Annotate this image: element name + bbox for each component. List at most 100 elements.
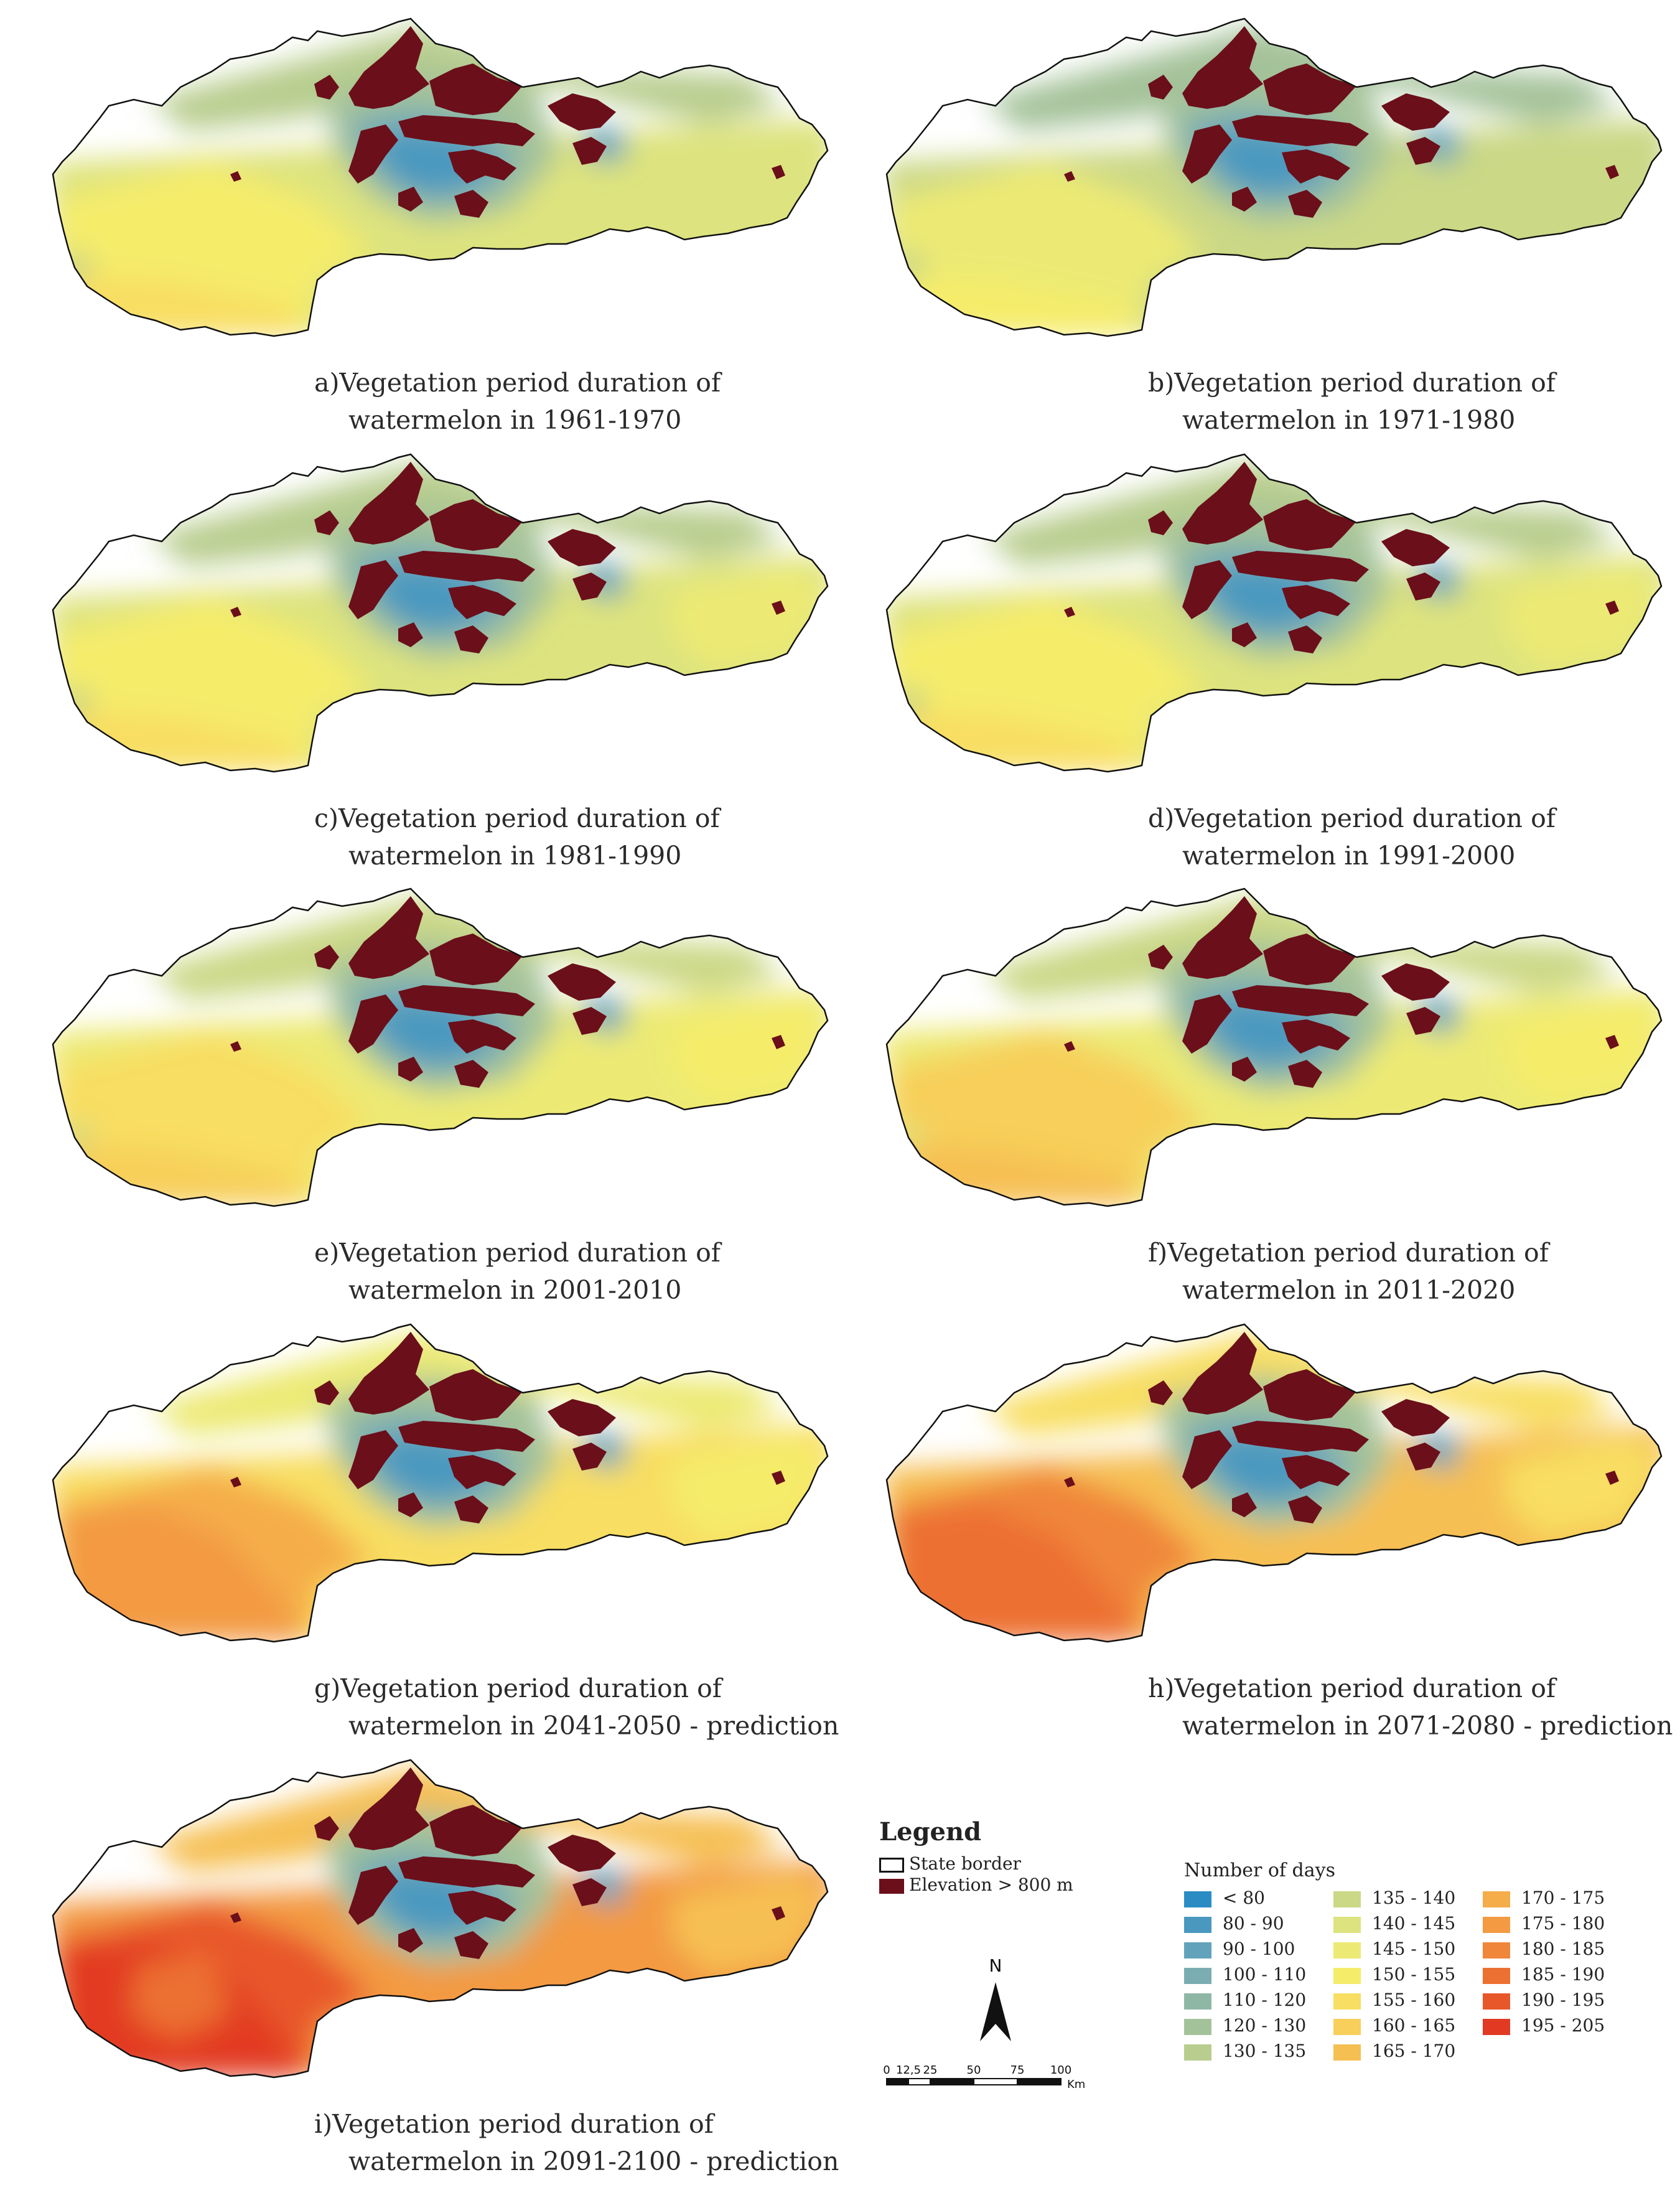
class-swatch [1483, 1891, 1510, 1907]
map-panel-f: f)Vegetation period duration of watermelo… [859, 882, 1680, 1312]
legend-class: 130 - 135 [1184, 2040, 1306, 2062]
class-label: 140 - 145 [1372, 1913, 1456, 1934]
elevation-area [448, 585, 516, 619]
duration-surface [53, 461, 828, 772]
class-swatch [1483, 1942, 1510, 1958]
elevation-area [1381, 93, 1450, 131]
class-swatch [1333, 2018, 1361, 2035]
elevation-area [1182, 994, 1232, 1054]
class-swatch [1184, 1891, 1211, 1907]
scale-unit: Km [1067, 2078, 1085, 2091]
elevation-area [1182, 26, 1263, 109]
legend-class: 155 - 160 [1333, 1989, 1455, 2011]
legend-class: 90 - 100 [1184, 1938, 1295, 1960]
legend-state-border: State border [879, 1853, 1021, 1874]
elevation-area [772, 1906, 785, 1921]
map-panel-d: d)Vegetation period duration of watermelo… [859, 448, 1680, 877]
elevation-area [548, 1399, 616, 1436]
elevation-area [314, 510, 339, 535]
map-panel-e: e)Vegetation period duration of watermelo… [25, 882, 859, 1312]
elevation-area [548, 529, 616, 566]
caption-line1: Vegetation period duration of [338, 803, 720, 833]
class-swatch [1333, 1891, 1361, 1907]
elevation-area [1406, 1007, 1440, 1035]
elevation-area [348, 462, 429, 545]
elevation-area [1288, 1060, 1322, 1088]
elevation-area [448, 1019, 516, 1054]
elevation-area [1148, 75, 1173, 100]
elevation-area [348, 26, 429, 109]
elevation-area [1182, 124, 1232, 184]
elevation-area [398, 1057, 423, 1082]
legend-class: 185 - 190 [1483, 1963, 1605, 1986]
elevation-area [1232, 551, 1369, 582]
duration-surface [887, 461, 1661, 772]
elevation-area [1381, 529, 1450, 566]
legend-class: 180 - 185 [1483, 1938, 1605, 1960]
elevation-area [1282, 149, 1350, 184]
elevation-area [1148, 945, 1173, 970]
elevation-area [1232, 1057, 1257, 1082]
north-arrow: N [968, 1954, 1024, 2054]
elevation-area [1605, 1471, 1619, 1485]
duration-surface [887, 25, 1661, 336]
map-svg [52, 1759, 829, 2079]
legend-class: 145 - 150 [1333, 1938, 1455, 1960]
elevation-area [516, 1346, 554, 1377]
class-swatch [1184, 1993, 1211, 2010]
scale-tick-label: 50 [967, 2064, 981, 2077]
elevation-area [398, 187, 423, 212]
map-svg [52, 453, 829, 773]
scale-tick-label: 75 [1010, 2064, 1025, 2077]
elevation-area [772, 1471, 785, 1485]
elevation-label: Elevation > 800 m [909, 1874, 1073, 1895]
caption-letter: e) [314, 1238, 340, 1268]
caption-letter: c) [314, 803, 338, 833]
elevation-area [1263, 934, 1356, 985]
legend-title: Legend [879, 1817, 982, 1846]
class-swatch [1333, 2044, 1361, 2061]
elevation-area [454, 1495, 488, 1523]
elevation-area [572, 1443, 607, 1471]
class-swatch [1333, 1942, 1361, 1958]
elevation-area [429, 499, 523, 551]
elevation-area [230, 607, 241, 617]
map-panel-b: b)Vegetation period duration of watermelo… [859, 12, 1680, 442]
map-panel-h: h)Vegetation period duration of watermelo… [859, 1318, 1680, 1748]
map-svg [885, 1323, 1663, 1643]
legend-elevation: Elevation > 800 m [879, 1874, 1073, 1896]
class-swatch [1333, 1993, 1361, 2010]
elevation-swatch [879, 1878, 904, 1894]
map-svg [885, 453, 1663, 773]
elevation-area [1605, 601, 1619, 615]
legend-class: 170 - 175 [1483, 1887, 1605, 1909]
elevation-area [1232, 622, 1257, 647]
state-border [52, 17, 829, 337]
class-swatch [1483, 2018, 1510, 2035]
class-swatch [1184, 1942, 1211, 1958]
legend-class: 195 - 205 [1483, 2015, 1605, 2037]
legend-class: 175 - 180 [1483, 1912, 1605, 1935]
map-caption: e)Vegetation period duration of watermelo… [314, 1234, 721, 1309]
duration-surface [887, 895, 1661, 1206]
class-swatch [1333, 1967, 1361, 1984]
caption-letter: b) [1148, 368, 1175, 398]
legend-class: 190 - 195 [1483, 1989, 1605, 2011]
state-border [52, 1759, 829, 2079]
caption-letter: i) [314, 2109, 333, 2139]
elevation-area [1282, 1019, 1350, 1054]
scale-tick-label: 25 [923, 2064, 938, 2077]
elevation-area [1182, 462, 1263, 545]
caption-line2: watermelon in 1991-2000 [1182, 841, 1516, 871]
elevation-area [348, 1767, 429, 1850]
class-label: 155 - 160 [1372, 1990, 1456, 2010]
elevation-area [772, 601, 785, 615]
class-label: 175 - 180 [1521, 1913, 1605, 1934]
map-panel-i: i)Vegetation period duration of watermelo… [25, 1754, 859, 2183]
elevation-area [348, 1430, 398, 1489]
class-label: 170 - 175 [1521, 1888, 1605, 1908]
caption-letter: a) [314, 368, 340, 398]
elevation-area [1064, 171, 1075, 182]
elevation-area [1406, 1443, 1440, 1471]
elevation-area [1263, 499, 1356, 551]
